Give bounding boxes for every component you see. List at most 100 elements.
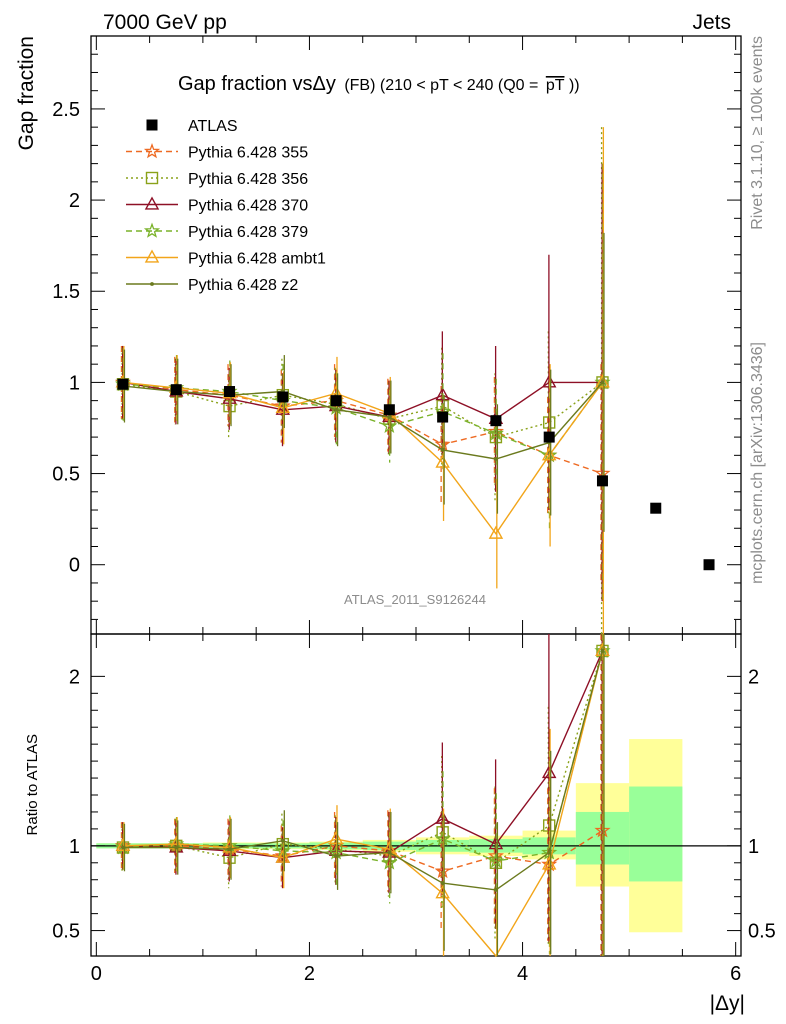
ratio-point-p379-8 bbox=[541, 844, 558, 860]
ratio-line-p355 bbox=[123, 830, 603, 873]
ratio-point-z2-8 bbox=[547, 850, 552, 855]
atlas-point-6 bbox=[437, 411, 449, 423]
chart-title-end: )) bbox=[569, 77, 580, 94]
atlas-point-2 bbox=[224, 386, 236, 398]
atlas-point-9 bbox=[596, 475, 608, 487]
legend-marker-p355 bbox=[143, 142, 161, 159]
ratio-point-p370-8 bbox=[541, 764, 557, 779]
main-point-p379-5 bbox=[381, 417, 398, 434]
atlas-point-10 bbox=[650, 502, 662, 514]
main-ylabel: Gap fraction bbox=[15, 36, 38, 150]
ratio-ytick-label-2: 2 bbox=[69, 666, 80, 688]
ratio-point-ambt1-3 bbox=[275, 849, 291, 863]
atlas-point-8 bbox=[543, 431, 555, 443]
atlas-point-3 bbox=[277, 391, 289, 403]
ratio-point-ambt1-9 bbox=[595, 642, 610, 657]
rivet-label: Rivet 3.1.10, ≥ 100k events bbox=[749, 36, 766, 230]
main-line-ambt1 bbox=[122, 381, 604, 535]
chart-title-main: Gap fraction vsΔy bbox=[178, 73, 336, 95]
atlas-point-7 bbox=[490, 415, 502, 427]
axis-ticks: 0 0.5 1 1.5 2 2.5 0.5 0.5 1 1 2 2 0 2 4 6 bbox=[52, 36, 776, 985]
legend-marker-p356 bbox=[145, 171, 159, 185]
ratio-ytick-label-0: 0.5 bbox=[52, 921, 80, 943]
legend-label-z2: Pythia 6.428 z2 bbox=[188, 277, 298, 294]
jets-label: Jets bbox=[692, 11, 731, 34]
main-point-p370-6 bbox=[435, 387, 450, 401]
ratio-point-z2-4 bbox=[334, 854, 339, 858]
main-ytick-label-3: 1.5 bbox=[52, 281, 80, 303]
atlas-point-0 bbox=[117, 378, 129, 390]
legend-label-p356: Pythia 6.428 356 bbox=[188, 171, 308, 188]
atlas-point-4 bbox=[330, 395, 342, 407]
ratio-ytick-label-1: 1 bbox=[69, 836, 80, 858]
main-series-atlas bbox=[117, 378, 715, 571]
atlas-point-11 bbox=[703, 559, 715, 571]
ratio-ytick-label-right-0: 0.5 bbox=[748, 921, 776, 943]
ratio-ytick-label-right-2: 2 bbox=[748, 666, 759, 688]
ratio-series-p370 bbox=[115, 634, 610, 956]
legend-item-p379: Pythia 6.428 379 bbox=[126, 222, 308, 241]
legend-marker-z2 bbox=[150, 282, 154, 286]
xtick-label-3: 6 bbox=[730, 963, 741, 985]
legend-label-p355: Pythia 6.428 355 bbox=[188, 145, 308, 162]
legend-item-atlas: ATLAS bbox=[146, 118, 238, 135]
ratio-line-z2 bbox=[123, 650, 604, 891]
atlas-point-5 bbox=[383, 404, 395, 416]
chart-title-over: pT bbox=[546, 77, 565, 94]
main-point-ambt1-9 bbox=[595, 374, 610, 388]
main-line-p355 bbox=[122, 381, 603, 475]
ratio-point-z2-1 bbox=[174, 845, 179, 850]
ratio-point-z2-0 bbox=[121, 845, 125, 850]
main-point-z2-5 bbox=[387, 415, 392, 419]
chart-title: Gap fraction vsΔy (FB) (210 < pT < 240 (… bbox=[178, 73, 580, 95]
main-point-p379-9 bbox=[594, 373, 611, 390]
main-point-p379-8 bbox=[541, 446, 558, 463]
main-point-ambt1-7 bbox=[488, 525, 504, 539]
ratio-line-ambt1 bbox=[122, 650, 604, 958]
ratio-point-p379-3 bbox=[274, 842, 291, 858]
energy-label: 7000 GeV pp bbox=[103, 11, 227, 34]
ratio-band-inner-10 bbox=[629, 786, 683, 882]
xtick-label-0: 0 bbox=[91, 963, 102, 985]
ratio-point-z2-5 bbox=[387, 850, 392, 855]
main-ytick-label-0: 0 bbox=[69, 555, 80, 577]
ratio-point-p379-6 bbox=[434, 830, 451, 846]
main-line-p379 bbox=[122, 381, 604, 457]
ratio-point-ambt1-8 bbox=[541, 856, 557, 870]
ratio-point-ambt1-2 bbox=[222, 839, 237, 853]
ratio-point-z2-6 bbox=[440, 881, 445, 886]
main-point-ambt1-6 bbox=[435, 454, 450, 468]
ratio-point-z2-7 bbox=[493, 887, 498, 892]
main-ytick-label-2: 1 bbox=[69, 372, 80, 394]
ratio-line-p379 bbox=[122, 650, 604, 864]
chart-title-sub: (FB) (210 < pT < 240 (Q0 = bbox=[344, 77, 538, 94]
ratio-point-p379-7 bbox=[487, 852, 505, 868]
analysis-id: ATLAS_2011_S9126244 bbox=[344, 592, 486, 607]
main-series-p355 bbox=[114, 345, 611, 583]
ratio-ylabel: Ratio to ATLAS bbox=[24, 734, 41, 835]
main-ytick-label-1: 0.5 bbox=[52, 464, 80, 486]
legend-item-p355: Pythia 6.428 355 bbox=[126, 142, 308, 162]
legend-marker-p370 bbox=[144, 196, 160, 210]
legend-item-p370: Pythia 6.428 370 bbox=[126, 196, 308, 215]
ratio-point-p379-5 bbox=[381, 854, 398, 870]
legend-marker-ambt1 bbox=[144, 249, 160, 263]
main-point-z2-6 bbox=[440, 447, 445, 452]
legend-label-atlas: ATLAS bbox=[188, 118, 238, 135]
ratio-point-z2-9 bbox=[600, 649, 605, 653]
legend-marker-p379 bbox=[143, 222, 161, 238]
legend-label-p379: Pythia 6.428 379 bbox=[188, 224, 308, 241]
mcplots-label: mcplots.cern.ch [arXiv:1306.3436] bbox=[749, 342, 766, 584]
main-line-p356 bbox=[122, 381, 603, 438]
legend-label-ambt1: Pythia 6.428 ambt1 bbox=[188, 251, 326, 268]
ratio-series-p356 bbox=[116, 634, 609, 956]
main-point-ambt1-8 bbox=[541, 447, 557, 461]
legend: ATLAS Pythia 6.428 355 Pythia 6.428 356 Pyt… bbox=[126, 118, 326, 294]
ratio-xlabel: |Δy| bbox=[710, 992, 745, 1015]
ratio-point-ambt1-6 bbox=[435, 885, 450, 899]
ratio-series-p379 bbox=[114, 634, 611, 956]
main-point-z2-9 bbox=[600, 380, 605, 385]
main-line-z2 bbox=[122, 381, 604, 460]
main-line-p370 bbox=[122, 381, 603, 420]
